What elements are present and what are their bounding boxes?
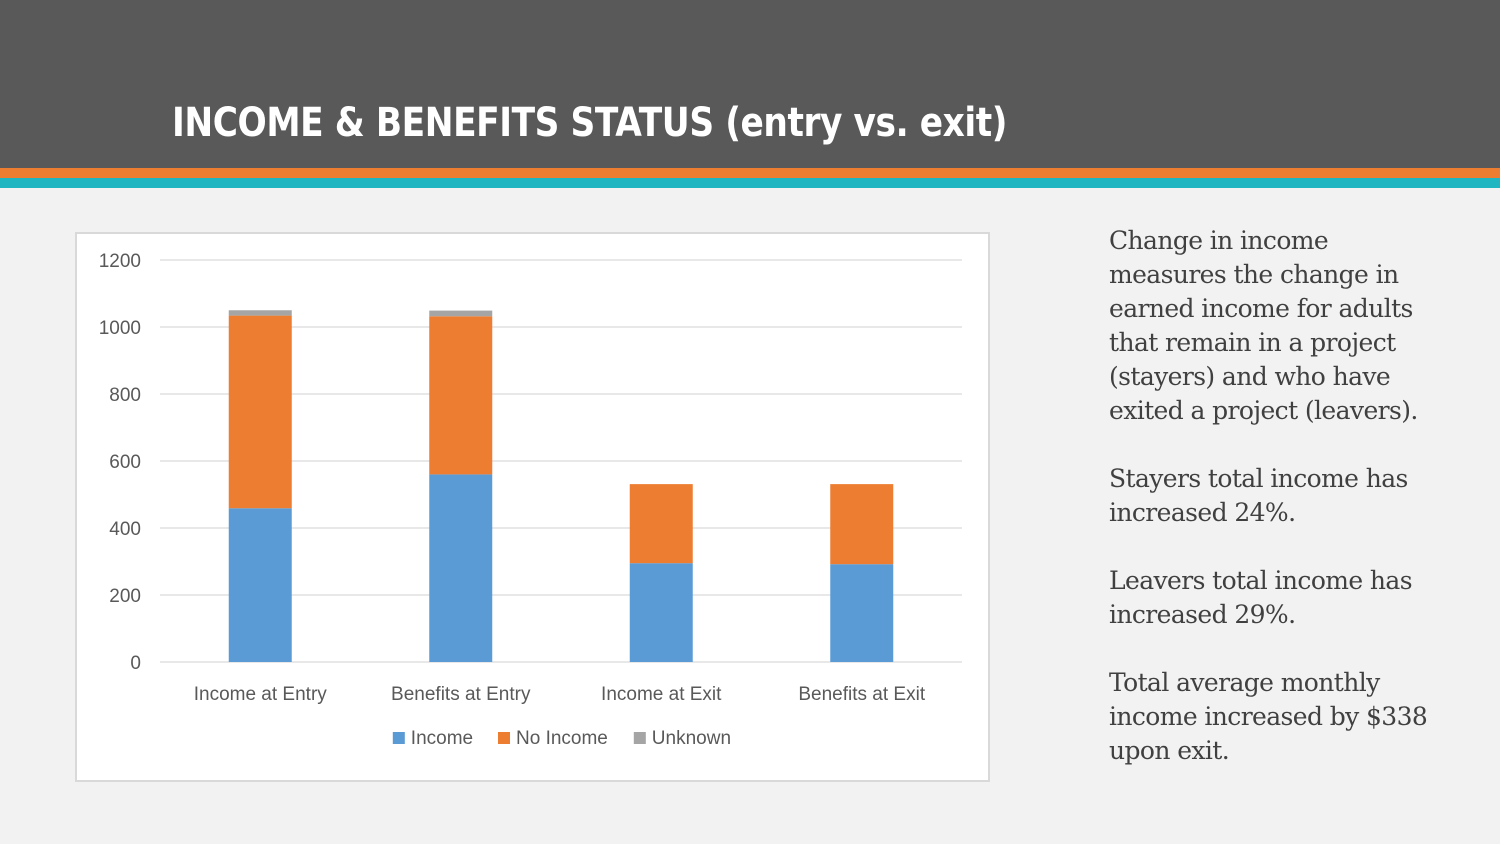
slide-title: INCOME & BENEFITS STATUS (entry vs. exit… bbox=[172, 100, 1008, 146]
y-tick-label: 200 bbox=[109, 586, 141, 607]
chart-container: 0 200 400 600 800 1000 1200 Income at Entry Bene… bbox=[75, 232, 990, 782]
side-notes: Change in income measures the change in … bbox=[1109, 224, 1439, 802]
x-tick-label: Income at Entry bbox=[194, 684, 328, 705]
bar-income bbox=[629, 563, 693, 662]
bar-unknown bbox=[429, 310, 493, 317]
y-tick-label: 600 bbox=[109, 452, 141, 473]
legend-label: Income bbox=[411, 728, 473, 749]
accent-stripe-orange bbox=[0, 168, 1500, 178]
stacked-bar-chart: 0 200 400 600 800 1000 1200 Income at Entry Bene… bbox=[99, 251, 962, 749]
bar-no-income bbox=[429, 316, 493, 475]
accent-stripe-teal bbox=[0, 178, 1500, 188]
bar-income bbox=[830, 564, 894, 662]
y-tick-label: 0 bbox=[130, 653, 141, 674]
bar-no-income bbox=[830, 484, 894, 565]
x-tick-label: Income at Exit bbox=[601, 684, 722, 705]
y-tick-label: 1200 bbox=[99, 251, 141, 272]
legend-label: Unknown bbox=[652, 728, 731, 749]
y-tick-label: 800 bbox=[109, 385, 141, 406]
x-tick-label: Benefits at Entry bbox=[391, 684, 531, 705]
legend-swatch bbox=[392, 732, 405, 744]
bar-no-income bbox=[228, 315, 292, 509]
legend-label: No Income bbox=[516, 728, 608, 749]
bar-unknown bbox=[228, 310, 292, 316]
note-paragraph-2: Stayers total income has increased 24%. bbox=[1109, 464, 1408, 527]
bar-income bbox=[429, 474, 493, 662]
note-paragraph-1: Change in income measures the change in … bbox=[1109, 226, 1418, 425]
y-tick-label: 1000 bbox=[99, 318, 141, 339]
legend-swatch bbox=[633, 732, 646, 744]
note-paragraph-4: Total average monthly income increased b… bbox=[1109, 668, 1428, 765]
title-bar bbox=[0, 0, 1500, 168]
bar-income bbox=[228, 508, 292, 662]
note-paragraph-3: Leavers total income has increased 29%. bbox=[1109, 566, 1413, 629]
x-tick-label: Benefits at Exit bbox=[798, 684, 925, 705]
legend-swatch bbox=[498, 732, 510, 744]
y-tick-label: 400 bbox=[109, 519, 141, 540]
bar-no-income bbox=[629, 484, 693, 564]
